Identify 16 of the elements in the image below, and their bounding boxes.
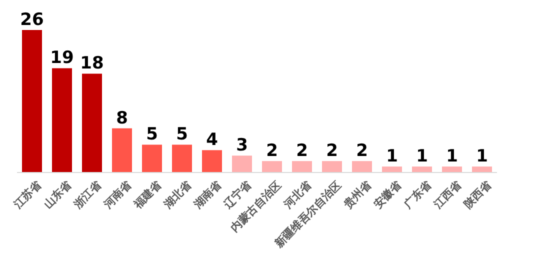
data-label: 3	[236, 136, 248, 156]
data-label: 2	[266, 141, 278, 162]
data-label: 2	[296, 141, 308, 162]
data-label: 2	[356, 141, 368, 162]
data-label: 5	[146, 124, 158, 145]
data-label: 8	[116, 108, 128, 128]
data-label: 2	[326, 141, 338, 162]
data-label: 4	[206, 130, 218, 150]
data-label: 26	[20, 10, 44, 30]
data-label: 5	[176, 124, 188, 145]
data-label: 1	[416, 146, 428, 167]
data-label: 1	[386, 146, 398, 167]
data-label: 1	[476, 146, 488, 167]
data-label: 18	[80, 54, 104, 74]
data-label: 19	[50, 48, 74, 68]
data-label: 1	[446, 146, 458, 167]
